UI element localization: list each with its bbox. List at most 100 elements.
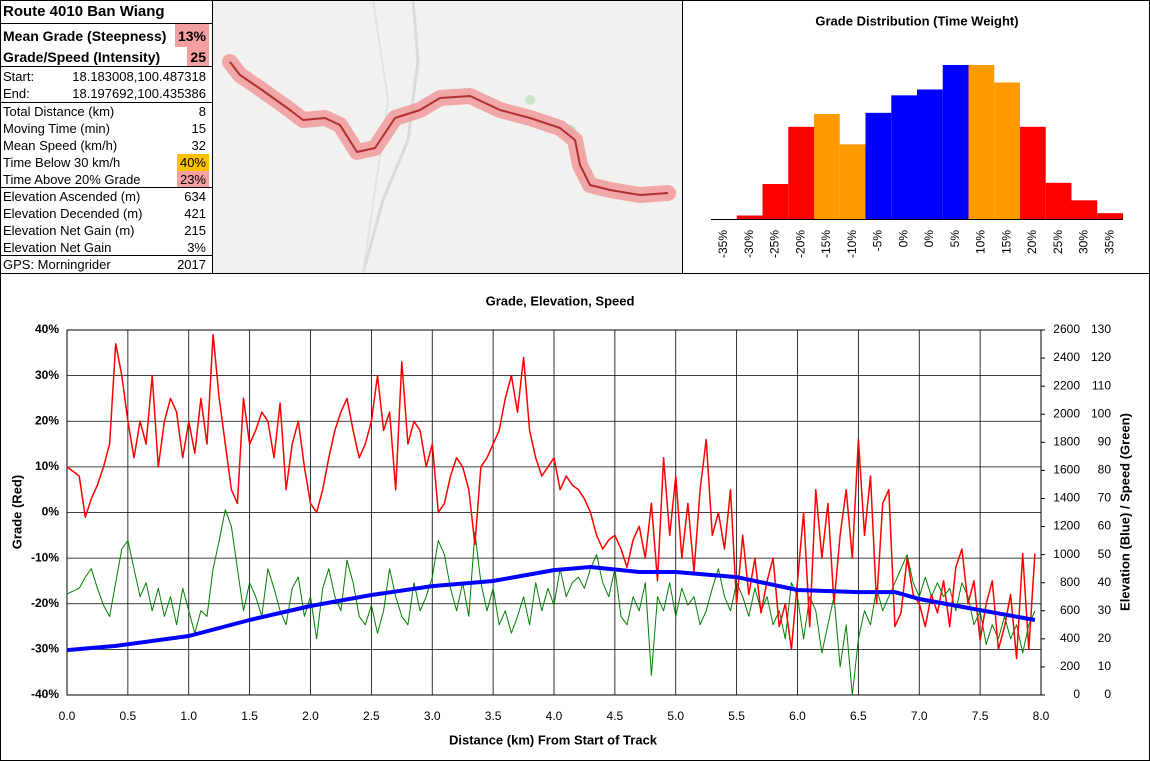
row-label: Mean Grade (Steepness) xyxy=(3,27,167,44)
row-label: Mean Speed (km/h) xyxy=(3,138,118,153)
bar xyxy=(994,82,1020,219)
row-value: 421 xyxy=(184,206,206,221)
x-tick-label: 2.5 xyxy=(363,709,380,723)
table-title: Route 4010 Ban Wiang xyxy=(0,0,212,24)
row-value: 634 xyxy=(184,189,206,204)
x-tick-label: 5.5 xyxy=(728,709,745,723)
y3-tick-label: 130 xyxy=(1091,322,1111,336)
row-value: 18.183008,100.487318 xyxy=(72,68,206,84)
table-row: End: 18.197692,100.435386 xyxy=(0,85,212,103)
x-tick-label: 25% xyxy=(1051,230,1065,254)
road xyxy=(362,0,390,273)
table-row: Grade/Speed (Intensity) 25 xyxy=(0,47,212,67)
y2-tick-label: 200 xyxy=(1060,659,1080,673)
plot-frame xyxy=(66,329,1042,696)
y-tick-label: -30% xyxy=(31,642,59,656)
table-row: Total Distance (km) 8 xyxy=(0,103,212,120)
bar xyxy=(865,112,892,219)
x-tick-label: 0% xyxy=(922,230,936,248)
bar xyxy=(1097,213,1123,219)
map-background xyxy=(213,0,682,273)
row-label: Time Below 30 km/h xyxy=(3,155,121,170)
y2-tick-label: 1800 xyxy=(1053,434,1080,448)
bar xyxy=(762,184,789,219)
table-row: GPS: Morningrider 2017 xyxy=(0,256,212,272)
y2-tick-label: 600 xyxy=(1060,603,1080,617)
x-tick-label: 3.5 xyxy=(485,709,502,723)
x-tick-label: 4.5 xyxy=(607,709,624,723)
series-line xyxy=(66,509,1036,696)
y2-tick-label: 1200 xyxy=(1053,519,1080,533)
bar xyxy=(1071,200,1098,219)
y-tick-label: 10% xyxy=(35,459,59,473)
x-tick-label: -5% xyxy=(871,230,885,252)
bar xyxy=(736,215,763,219)
y2-tick-label: 1600 xyxy=(1053,463,1080,477)
map xyxy=(213,0,682,273)
table-row: Mean Grade (Steepness) 13% xyxy=(0,24,212,47)
row-value: 23% xyxy=(176,171,209,187)
row-label: Grade/Speed (Intensity) xyxy=(3,48,161,65)
bar xyxy=(968,65,995,219)
row-label: Start: xyxy=(3,68,35,84)
x-tick-label: 20% xyxy=(1025,230,1039,254)
y3-tick-label: 70 xyxy=(1098,491,1112,505)
road xyxy=(361,0,420,273)
x-tick-label: 2.0 xyxy=(302,709,319,723)
x-tick-label: 3.0 xyxy=(424,709,441,723)
route xyxy=(229,61,669,196)
x-tick-label: -25% xyxy=(768,230,782,258)
y3-tick-label: 30 xyxy=(1098,603,1112,617)
row-label: Moving Time (min) xyxy=(3,121,110,136)
x-tick-label: 7.0 xyxy=(911,709,928,723)
bar xyxy=(942,65,969,219)
table-row: Time Below 30 km/h 40% xyxy=(0,154,212,171)
row-label: End: xyxy=(3,86,30,101)
row-value: 215 xyxy=(184,223,206,238)
y-tick-label: -10% xyxy=(31,550,59,564)
row-value: 25 xyxy=(187,47,209,66)
bar xyxy=(891,95,917,219)
y3-tick-label: 110 xyxy=(1092,378,1111,392)
bar xyxy=(917,89,943,219)
bar xyxy=(788,126,814,219)
row-label: Total Distance (km) xyxy=(3,104,115,119)
y2-tick-label: 2000 xyxy=(1053,406,1080,420)
y3-tick-label: 40 xyxy=(1098,575,1112,589)
y-tick-label: -40% xyxy=(31,687,59,701)
x-tick-label: 5.0 xyxy=(667,709,684,723)
x-tick-label: -10% xyxy=(845,230,859,258)
row-label: Elevation Ascended (m) xyxy=(3,189,141,204)
row-value: 13% xyxy=(174,24,209,47)
y-tick-label: -20% xyxy=(31,596,59,610)
x-tick-label: 8.0 xyxy=(1033,709,1050,723)
bar xyxy=(839,144,866,219)
row-label: GPS: Morningrider xyxy=(3,256,111,272)
row-value: 15 xyxy=(191,121,206,136)
row-value: 32 xyxy=(191,138,206,153)
y-axis-label: Grade (Red) xyxy=(9,475,24,549)
y3-tick-label: 100 xyxy=(1091,406,1111,420)
x-tick-label: 1.0 xyxy=(180,709,197,723)
y2-tick-label: 800 xyxy=(1060,575,1080,589)
x-tick-label: 6.0 xyxy=(789,709,806,723)
y3-tick-label: 90 xyxy=(1098,434,1112,448)
y2-axis-label: Elevation (Blue) / Speed (Green) xyxy=(1117,413,1132,611)
row-value: 3% xyxy=(187,239,206,255)
y3-tick-label: 0 xyxy=(1104,687,1111,701)
row-label: Elevation Net Gain xyxy=(3,239,112,255)
y2-tick-label: 2400 xyxy=(1053,350,1080,364)
x-tick-label: 6.5 xyxy=(850,709,867,723)
x-tick-label: -20% xyxy=(793,230,807,258)
row-value: 2017 xyxy=(177,256,206,272)
x-tick-label: 1.5 xyxy=(241,709,258,723)
x-tick-label: -30% xyxy=(742,230,756,258)
x-tick-label: -35% xyxy=(716,230,730,258)
row-label: Elevation Decended (m) xyxy=(3,206,143,221)
x-tick-label: 15% xyxy=(999,230,1013,254)
table-row: Mean Speed (km/h) 32 xyxy=(0,137,212,154)
x-tick-label: 5% xyxy=(948,230,962,248)
y-tick-label: 20% xyxy=(35,413,59,427)
